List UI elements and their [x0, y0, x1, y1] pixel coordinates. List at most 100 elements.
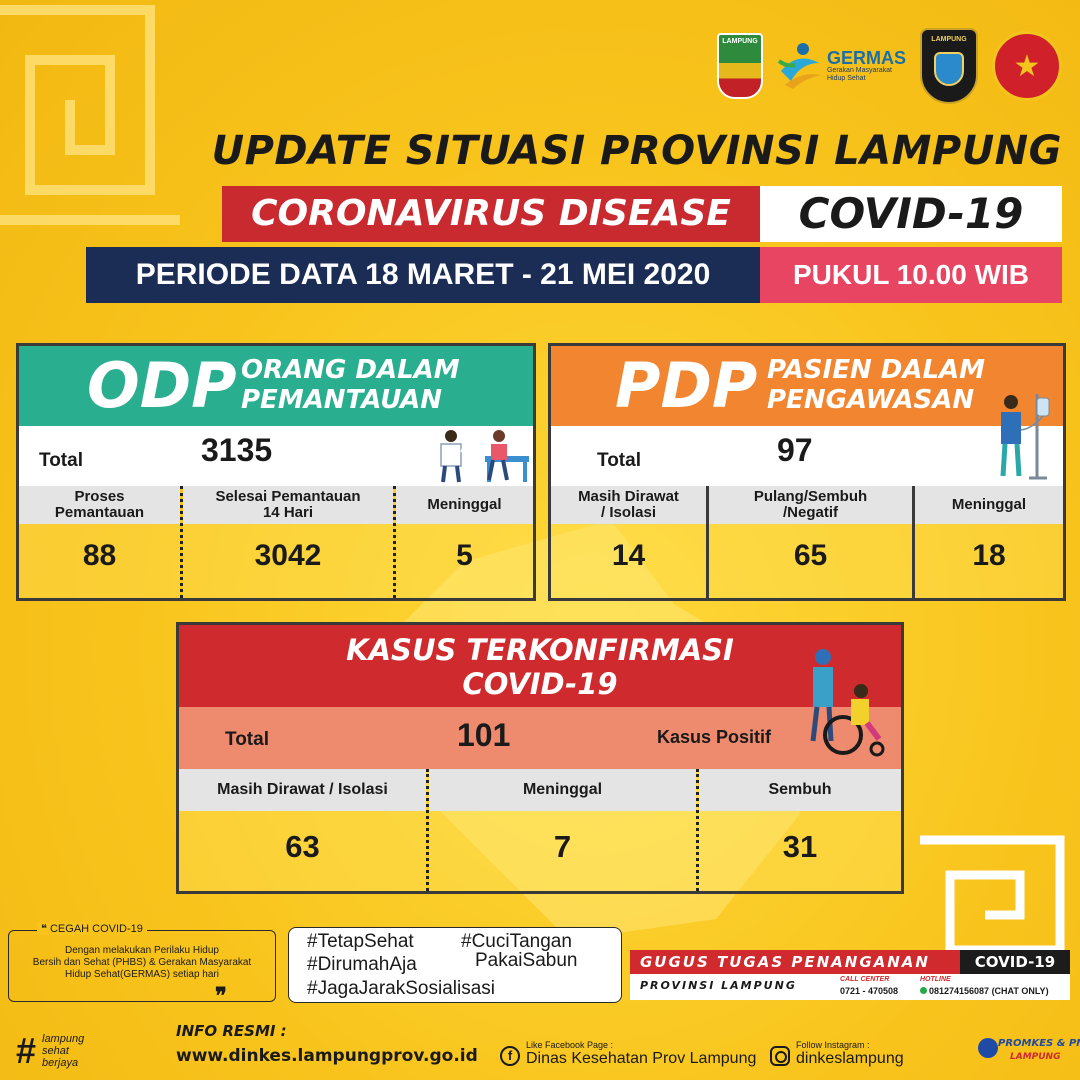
cegah-line3: Hidup Sehat(GERMAS) setiap hari — [65, 969, 219, 980]
polda-lampung-logo: LAMPUNG — [920, 28, 978, 104]
cegah-covid-box: ❝ CEGAH COVID-19 Dengan melakukan Perila… — [8, 922, 276, 1009]
cegah-line1: Dengan melakukan Perilaku Hidup — [65, 945, 219, 956]
odp-proses-value: 88 — [19, 524, 180, 598]
disease-label: CORONAVIRUS DISEASE — [222, 186, 760, 242]
kasus-positive-label: Kasus Positif — [657, 727, 772, 747]
polda-emblem-icon — [934, 52, 964, 86]
odp-breakdown: Proses Pemantauan 88 Selesai Pemantauan 14… — [19, 486, 533, 598]
pdp-name-line1: PASIEN DALAM — [767, 355, 986, 385]
cegah-title-text: CEGAH COVID-19 — [49, 923, 143, 935]
hotline-label: HOTLINE — [920, 976, 951, 983]
kasus-sembuh-value: 31 — [699, 811, 901, 891]
kasus-title-line1: KASUS TERKONFIRMASI — [346, 633, 734, 667]
period-label: PERIODE DATA 18 MARET - 21 MEI 2020 — [86, 247, 760, 303]
hashtag-cuci-tangan: #CuciTangan — [461, 931, 572, 952]
kasus-total-label: Total — [225, 729, 269, 750]
slogan-word-1: lampung — [42, 1033, 85, 1045]
promkes-logo: PROMKES & PM LAMPUNG — [978, 1030, 1080, 1074]
pdp-sembuh-value: 65 — [709, 524, 912, 598]
lampung-province-logo: LAMPUNG — [716, 33, 763, 99]
odp-col-proses-header: Proses Pemantauan — [19, 486, 180, 524]
kasus-panel: KASUS TERKONFIRMASI COVID-19 Total 101 K… — [176, 622, 904, 894]
lampung-logo-label: LAMPUNG — [722, 38, 758, 45]
cegah-line2: Bersih dan Sehat (PHBS) & Gerakan Masyar… — [32, 957, 252, 968]
lampung-sehat-berjaya-logo: # lampung sehat berjaya — [14, 1030, 112, 1074]
facebook-icon: f — [500, 1046, 520, 1066]
odp-name-line1: ORANG DALAM — [241, 355, 460, 385]
odp-name-line2: PEMANTAUAN — [241, 385, 443, 415]
odp-total-value: 3135 — [201, 432, 273, 468]
page-title: UPDATE SITUASI PROVINSI LAMPUNG — [211, 128, 1062, 174]
pdp-total-value: 97 — [777, 432, 813, 468]
facebook-page-link[interactable]: Dinas Kesehatan Prov Lampung — [526, 1050, 757, 1067]
germas-logo: GERMAS Gerakan Masyarakat Hidup Sehat — [777, 41, 906, 91]
pdp-sembuh-label-2: /Negatif — [782, 504, 838, 521]
odp-total-label: Total — [39, 450, 83, 471]
odp-proses-label-1: Proses — [74, 488, 125, 505]
time-label: PUKUL 10.00 WIB — [760, 247, 1062, 303]
pdp-dirawat-value: 14 — [551, 524, 706, 598]
germas-name: GERMAS — [826, 48, 906, 69]
gugus-tugas-banner: GUGUS TUGAS PENANGANAN COVID-19 PROVINSI… — [630, 950, 1070, 1002]
pdp-name-line2: PENGAWASAN — [767, 385, 975, 415]
star-icon: ★ — [1013, 49, 1041, 83]
pdp-panel: PDP PASIEN DALAM PENGAWASAN Total 97 Mas… — [548, 343, 1066, 601]
instagram-account-link[interactable]: dinkeslampung — [796, 1050, 904, 1067]
kasus-total-row: Total 101 Kasus Positif — [179, 707, 901, 769]
slogan-word-3: berjaya — [42, 1057, 79, 1069]
close-quote-icon: ❞ — [215, 983, 227, 1009]
pdp-col-meninggal: Meninggal 18 — [915, 486, 1063, 598]
gugus-contact-row: PROVINSI LAMPUNG CALL CENTER 0721 - 4705… — [630, 974, 1070, 1000]
call-center-label: CALL CENTER — [840, 976, 890, 983]
hashtag-tetap-sehat: #TetapSehat — [307, 931, 414, 952]
hotline-number[interactable]: 081274156087 (CHAT ONLY) — [920, 986, 1049, 996]
germas-figure-icon — [777, 43, 821, 89]
pdp-dirawat-label-2: / Isolasi — [600, 504, 657, 521]
instagram-label: Follow Instagram : — [796, 1040, 870, 1050]
odp-selesai-label-1: Selesai Pemantauan — [215, 488, 361, 505]
polda-logo-label: LAMPUNG — [931, 36, 967, 43]
logo-row: LAMPUNG GERMAS Gerakan Masyarakat Hidup … — [716, 28, 1062, 104]
hash-icon: # — [16, 1030, 37, 1071]
open-quote-icon: ❝ — [41, 923, 50, 935]
pdp-header: PDP PASIEN DALAM PENGAWASAN — [551, 346, 1063, 426]
odp-selesai-label-2: 14 Hari — [262, 504, 314, 521]
odp-col-selesai-header: Selesai Pemantauan 14 Hari — [183, 486, 393, 524]
odp-selesai-value: 3042 — [183, 524, 393, 598]
hashtag-box: #TetapSehat #CuciTangan #DirumahAja Paka… — [288, 927, 622, 1003]
kasus-dirawat-label: Masih Dirawat / Isolasi — [179, 769, 426, 811]
hashtag-jaga-jarak: #JagaJarakSosialisasi — [307, 978, 495, 999]
pdp-meninggal-value: 18 — [915, 524, 1063, 598]
patient-iv-icon — [1000, 394, 1050, 480]
korem-logo: ★ — [992, 31, 1062, 101]
gugus-province: PROVINSI LAMPUNG — [640, 979, 797, 992]
kasus-breakdown: Masih Dirawat / Isolasi 63 Meninggal 7 S… — [179, 769, 901, 891]
whatsapp-icon — [920, 987, 927, 994]
kasus-title-line2: COVID-19 — [462, 667, 618, 701]
odp-header: ODP ORANG DALAM PEMANTAUAN — [19, 346, 533, 426]
doctor-patient-icon — [440, 430, 529, 483]
odp-panel: ODP ORANG DALAM PEMANTAUAN Total 3135 Pr… — [16, 343, 536, 601]
decorative-pattern-bottom-right — [920, 835, 1065, 955]
kasus-meninggal-value: 7 — [429, 811, 696, 891]
info-resmi-label: INFO RESMI : — [176, 1022, 287, 1040]
kasus-meninggal-label: Meninggal — [429, 769, 696, 811]
decorative-pattern-top-left — [0, 5, 180, 225]
hotline-number-text: 081274156087 (CHAT ONLY) — [929, 986, 1049, 996]
facebook-label: Like Facebook Page : — [526, 1040, 614, 1050]
promkes-emblem-icon — [978, 1038, 998, 1058]
website-link[interactable]: www.dinkes.lampungprov.go.id — [176, 1046, 478, 1066]
cegah-body: Dengan melakukan Perilaku Hidup Bersih d… — [15, 945, 269, 981]
kasus-sembuh-label: Sembuh — [699, 769, 901, 811]
promkes-title: PROMKES & PM — [998, 1038, 1080, 1049]
pdp-col-sembuh: Pulang/Sembuh/Negatif 65 — [709, 486, 915, 598]
call-center-number[interactable]: 0721 - 470508 — [840, 986, 899, 996]
germas-sub-line1: Gerakan Masyarakat — [826, 67, 892, 75]
kasus-header: KASUS TERKONFIRMASI COVID-19 — [179, 625, 901, 707]
cegah-title: ❝ CEGAH COVID-19 — [37, 922, 147, 935]
wheelchair-patient-icon — [810, 649, 885, 757]
pdp-breakdown: Masih Dirawat / Isolasi 14 Pulang/Sembuh /… — [551, 486, 1063, 598]
odp-total-row: Total 3135 — [19, 426, 533, 486]
pdp-dirawat-label-1: Masih Dirawat — [578, 488, 679, 505]
pdp-col-sembuh-header: Pulang/Sembuh/Negatif — [709, 486, 912, 524]
